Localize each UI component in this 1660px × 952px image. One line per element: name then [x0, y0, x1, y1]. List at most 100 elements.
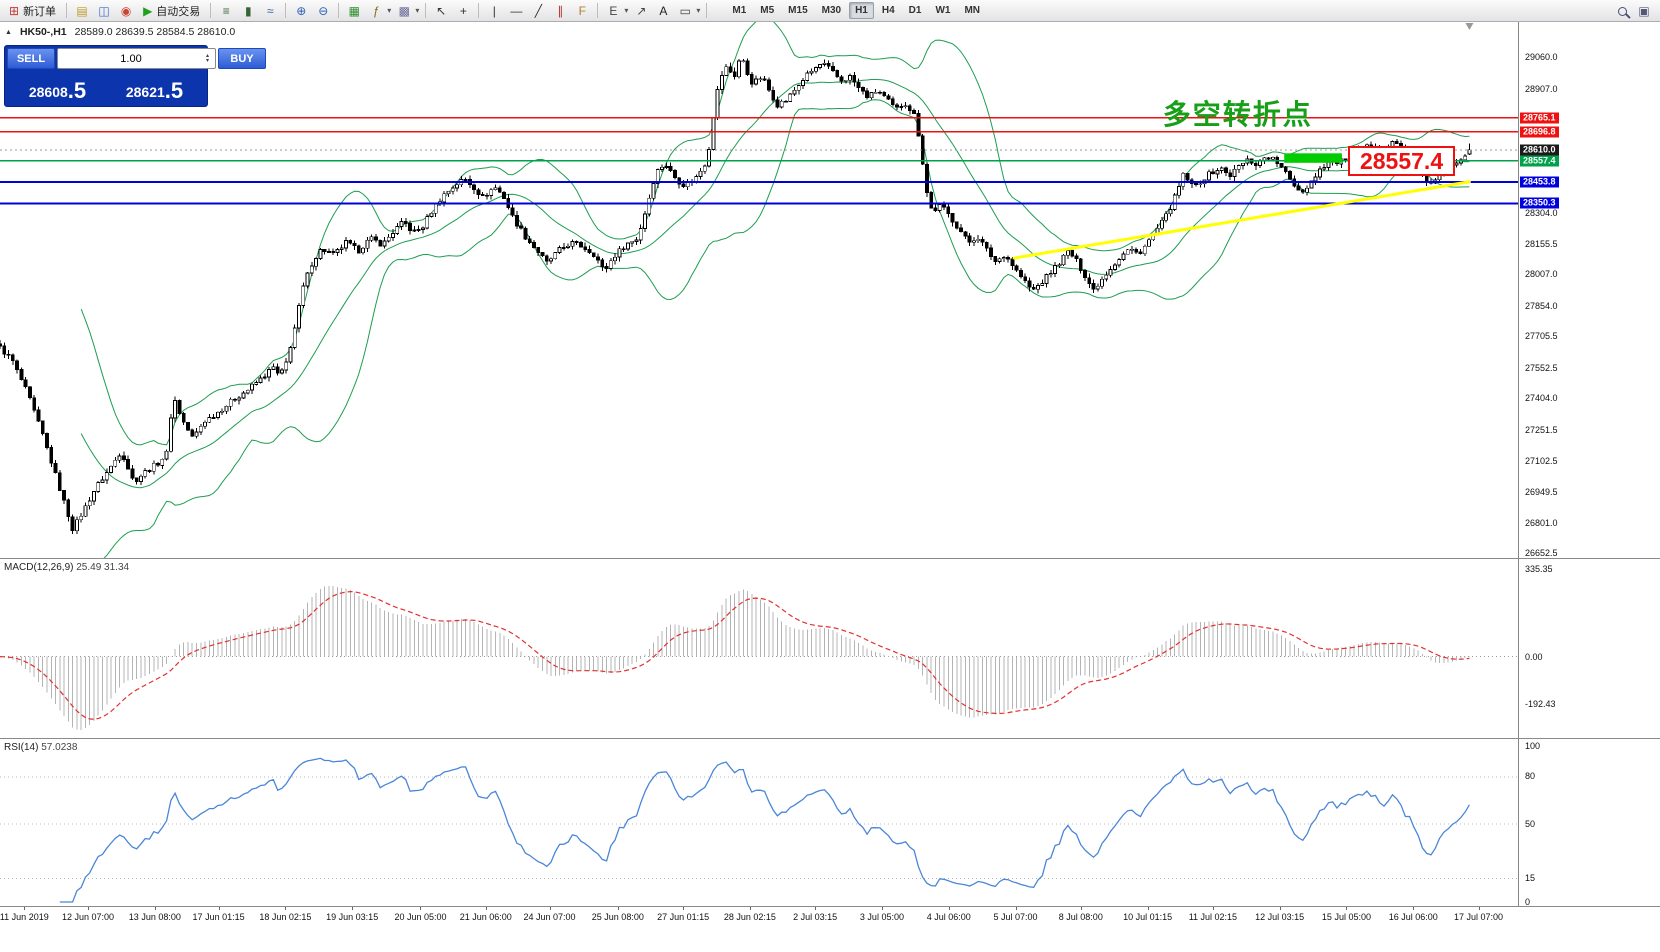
templates-caret-icon[interactable]: ▾ [415, 6, 420, 15]
timeframe-button-w1[interactable]: W1 [935, 5, 951, 16]
time-axis-label: 15 Jul 05:00 [1321, 912, 1371, 922]
volume-up-icon[interactable]: ▴ [205, 52, 209, 59]
timeframe-button-h1[interactable]: H1 [849, 2, 874, 19]
new-order-icon: ⊞ [9, 3, 20, 18]
new-chart-button[interactable]: ▤ [72, 2, 92, 20]
time-axis-tick [1413, 907, 1415, 910]
toolbar-separator [597, 3, 599, 18]
shapes-caret-icon[interactable]: ▾ [624, 6, 629, 15]
timeframe-button-m1[interactable]: M1 [732, 5, 747, 16]
indicators-button[interactable]: ƒ [366, 2, 386, 20]
chart-bars-button[interactable]: ≡ [216, 2, 236, 20]
trendline-button[interactable]: ╱ [528, 2, 548, 20]
community-button[interactable]: ◉ [116, 2, 136, 20]
crosshair-button[interactable]: + [453, 2, 473, 20]
timeframe-button-mn[interactable]: MN [964, 5, 981, 16]
new-order-button-label: 新订单 [23, 5, 57, 18]
templates-icon: ▩ [398, 3, 410, 18]
fibonacci-button[interactable]: F [572, 2, 592, 20]
toolbar-button-group: ⊞ 新订单 ▤ ◫ ◉ ▶ 自动交易 ≡ ▮ ≈ ⊕ ⊖ ▦ ƒ ▾ ▩ ▾ ↖ + | — ╱ ∥ F E ▾ ↗ A ▭ ▾ [3, 2, 711, 20]
toolbar-separator [285, 3, 287, 18]
time-axis-tick [881, 907, 883, 910]
time-axis-label: 10 Jul 01:15 [1123, 912, 1173, 922]
time-axis-label: 12 Jul 03:15 [1255, 912, 1305, 922]
time-axis-label: 25 Jun 08:00 [591, 912, 644, 922]
symbol-marker-icon: ▲ [5, 28, 12, 36]
sell-button[interactable]: SELL [7, 48, 55, 69]
timeframe-button-m5[interactable]: M5 [760, 5, 775, 16]
time-axis-tick [285, 907, 287, 910]
zoom-out-button[interactable]: ⊖ [313, 2, 333, 20]
time-axis[interactable]: 11 Jun 2019 12 Jun 07:00 13 Jun 08:00 17 Ju… [0, 906, 1660, 952]
main-chart-panel: ▲ HK50-,H1 28589.0 28639.5 28584.5 28610… [0, 22, 1660, 558]
shapes-button[interactable]: E [603, 2, 623, 20]
time-axis-tick [218, 907, 220, 910]
time-axis-label: 2 Jul 03:15 [793, 912, 838, 922]
volume-input[interactable] [60, 52, 202, 65]
arrows-button[interactable]: ↗ [631, 2, 651, 20]
toolbar-separator [210, 3, 212, 18]
timeframe-button-h4[interactable]: H4 [881, 5, 895, 16]
time-axis-label: 17 Jul 07:00 [1454, 912, 1504, 922]
time-axis-label: 5 Jul 07:00 [993, 912, 1038, 922]
rsi-axis-tick: 0 [1525, 896, 1531, 907]
price-axis[interactable]: 29060.0 28907.0 28304.0 28155.5 28007.0 27854… [1518, 22, 1660, 558]
ohlc-values: 28589.0 28639.5 28584.5 28610.0 [74, 26, 236, 38]
candlestick-chart-canvas[interactable] [0, 22, 1518, 558]
buy-button[interactable]: BUY [218, 48, 266, 69]
rsi-label: RSI(14) 57.0238 [4, 742, 78, 753]
templates-button[interactable]: ▩ [394, 2, 414, 20]
price-axis-tick: 27854.0 [1525, 300, 1558, 311]
layouts-button[interactable]: ▣ [1634, 2, 1654, 20]
timeframe-button-m15[interactable]: M15 [788, 5, 808, 16]
horizontal-line-button[interactable]: — [506, 2, 526, 20]
macd-axis[interactable]: 335.35 0.00 -192.43 [1518, 559, 1660, 738]
time-axis-tick [948, 907, 950, 910]
rsi-canvas[interactable] [0, 739, 1518, 906]
volume-spinner[interactable]: ▴ ▾ [202, 52, 213, 64]
new-chart-icon: ▤ [76, 3, 88, 18]
tile-windows-button[interactable]: ▦ [344, 2, 364, 20]
time-axis-tick [1346, 907, 1348, 910]
volume-field: ▴▾ [57, 48, 216, 69]
label-button[interactable]: ▭ [675, 2, 695, 20]
channel-icon: ∥ [557, 3, 564, 18]
rsi-axis-tick: 50 [1525, 818, 1536, 829]
time-axis-label: 12 Jun 07:00 [62, 912, 115, 922]
zoom-in-icon: ⊕ [296, 3, 307, 18]
autotrading-button[interactable]: ▶ 自动交易 [138, 2, 205, 20]
one-click-trading-panel: SELL ▴▾ BUY 28608.5 28621.5 [4, 45, 266, 107]
time-axis-tick [549, 907, 551, 910]
cursor-button[interactable]: ↖ [431, 2, 451, 20]
time-axis-tick [1212, 907, 1214, 910]
macd-canvas[interactable] [0, 559, 1518, 738]
macd-label: MACD(12,26,9) 25.49 31.34 [4, 562, 130, 573]
time-axis-label: 3 Jul 05:00 [859, 912, 904, 922]
new-order-button[interactable]: ⊞ 新订单 [4, 2, 61, 20]
price-axis-tick: 26949.5 [1525, 487, 1558, 498]
vertical-line-button[interactable]: | [484, 2, 504, 20]
rsi-axis[interactable]: 100 80 50 15 0 [1518, 739, 1660, 907]
price-callout: 28557.4 [1347, 145, 1456, 176]
indicators-caret-icon[interactable]: ▾ [387, 6, 392, 15]
channel-button[interactable]: ∥ [550, 2, 570, 20]
objects-caret-icon[interactable]: ▾ [696, 6, 701, 15]
toolbar-separator [338, 3, 340, 18]
chart-candles-button[interactable]: ▮ [238, 2, 258, 20]
timeframe-button-group: M1 M5 M15 M30 H1 H4 D1 W1 MN [725, 2, 987, 19]
timeframe-button-m30[interactable]: M30 [821, 5, 842, 16]
volume-down-icon[interactable]: ▾ [205, 57, 209, 64]
price-line-label: 28765.1 [1520, 112, 1559, 124]
text-icon: A [659, 3, 668, 18]
symbol-title: HK50-,H1 [19, 26, 67, 38]
zoom-in-button[interactable]: ⊕ [291, 2, 311, 20]
chart-line-button[interactable]: ≈ [260, 2, 280, 20]
search-button[interactable] [1612, 2, 1632, 20]
text-button[interactable]: A [653, 2, 673, 20]
timeframe-button-d1[interactable]: D1 [908, 5, 922, 16]
text-label-icon: ▭ [679, 3, 692, 18]
price-axis-tick: 27705.5 [1525, 331, 1558, 342]
time-axis-tick [420, 907, 422, 910]
profiles-button[interactable]: ◫ [94, 2, 114, 20]
toolbar-separator [66, 3, 68, 18]
